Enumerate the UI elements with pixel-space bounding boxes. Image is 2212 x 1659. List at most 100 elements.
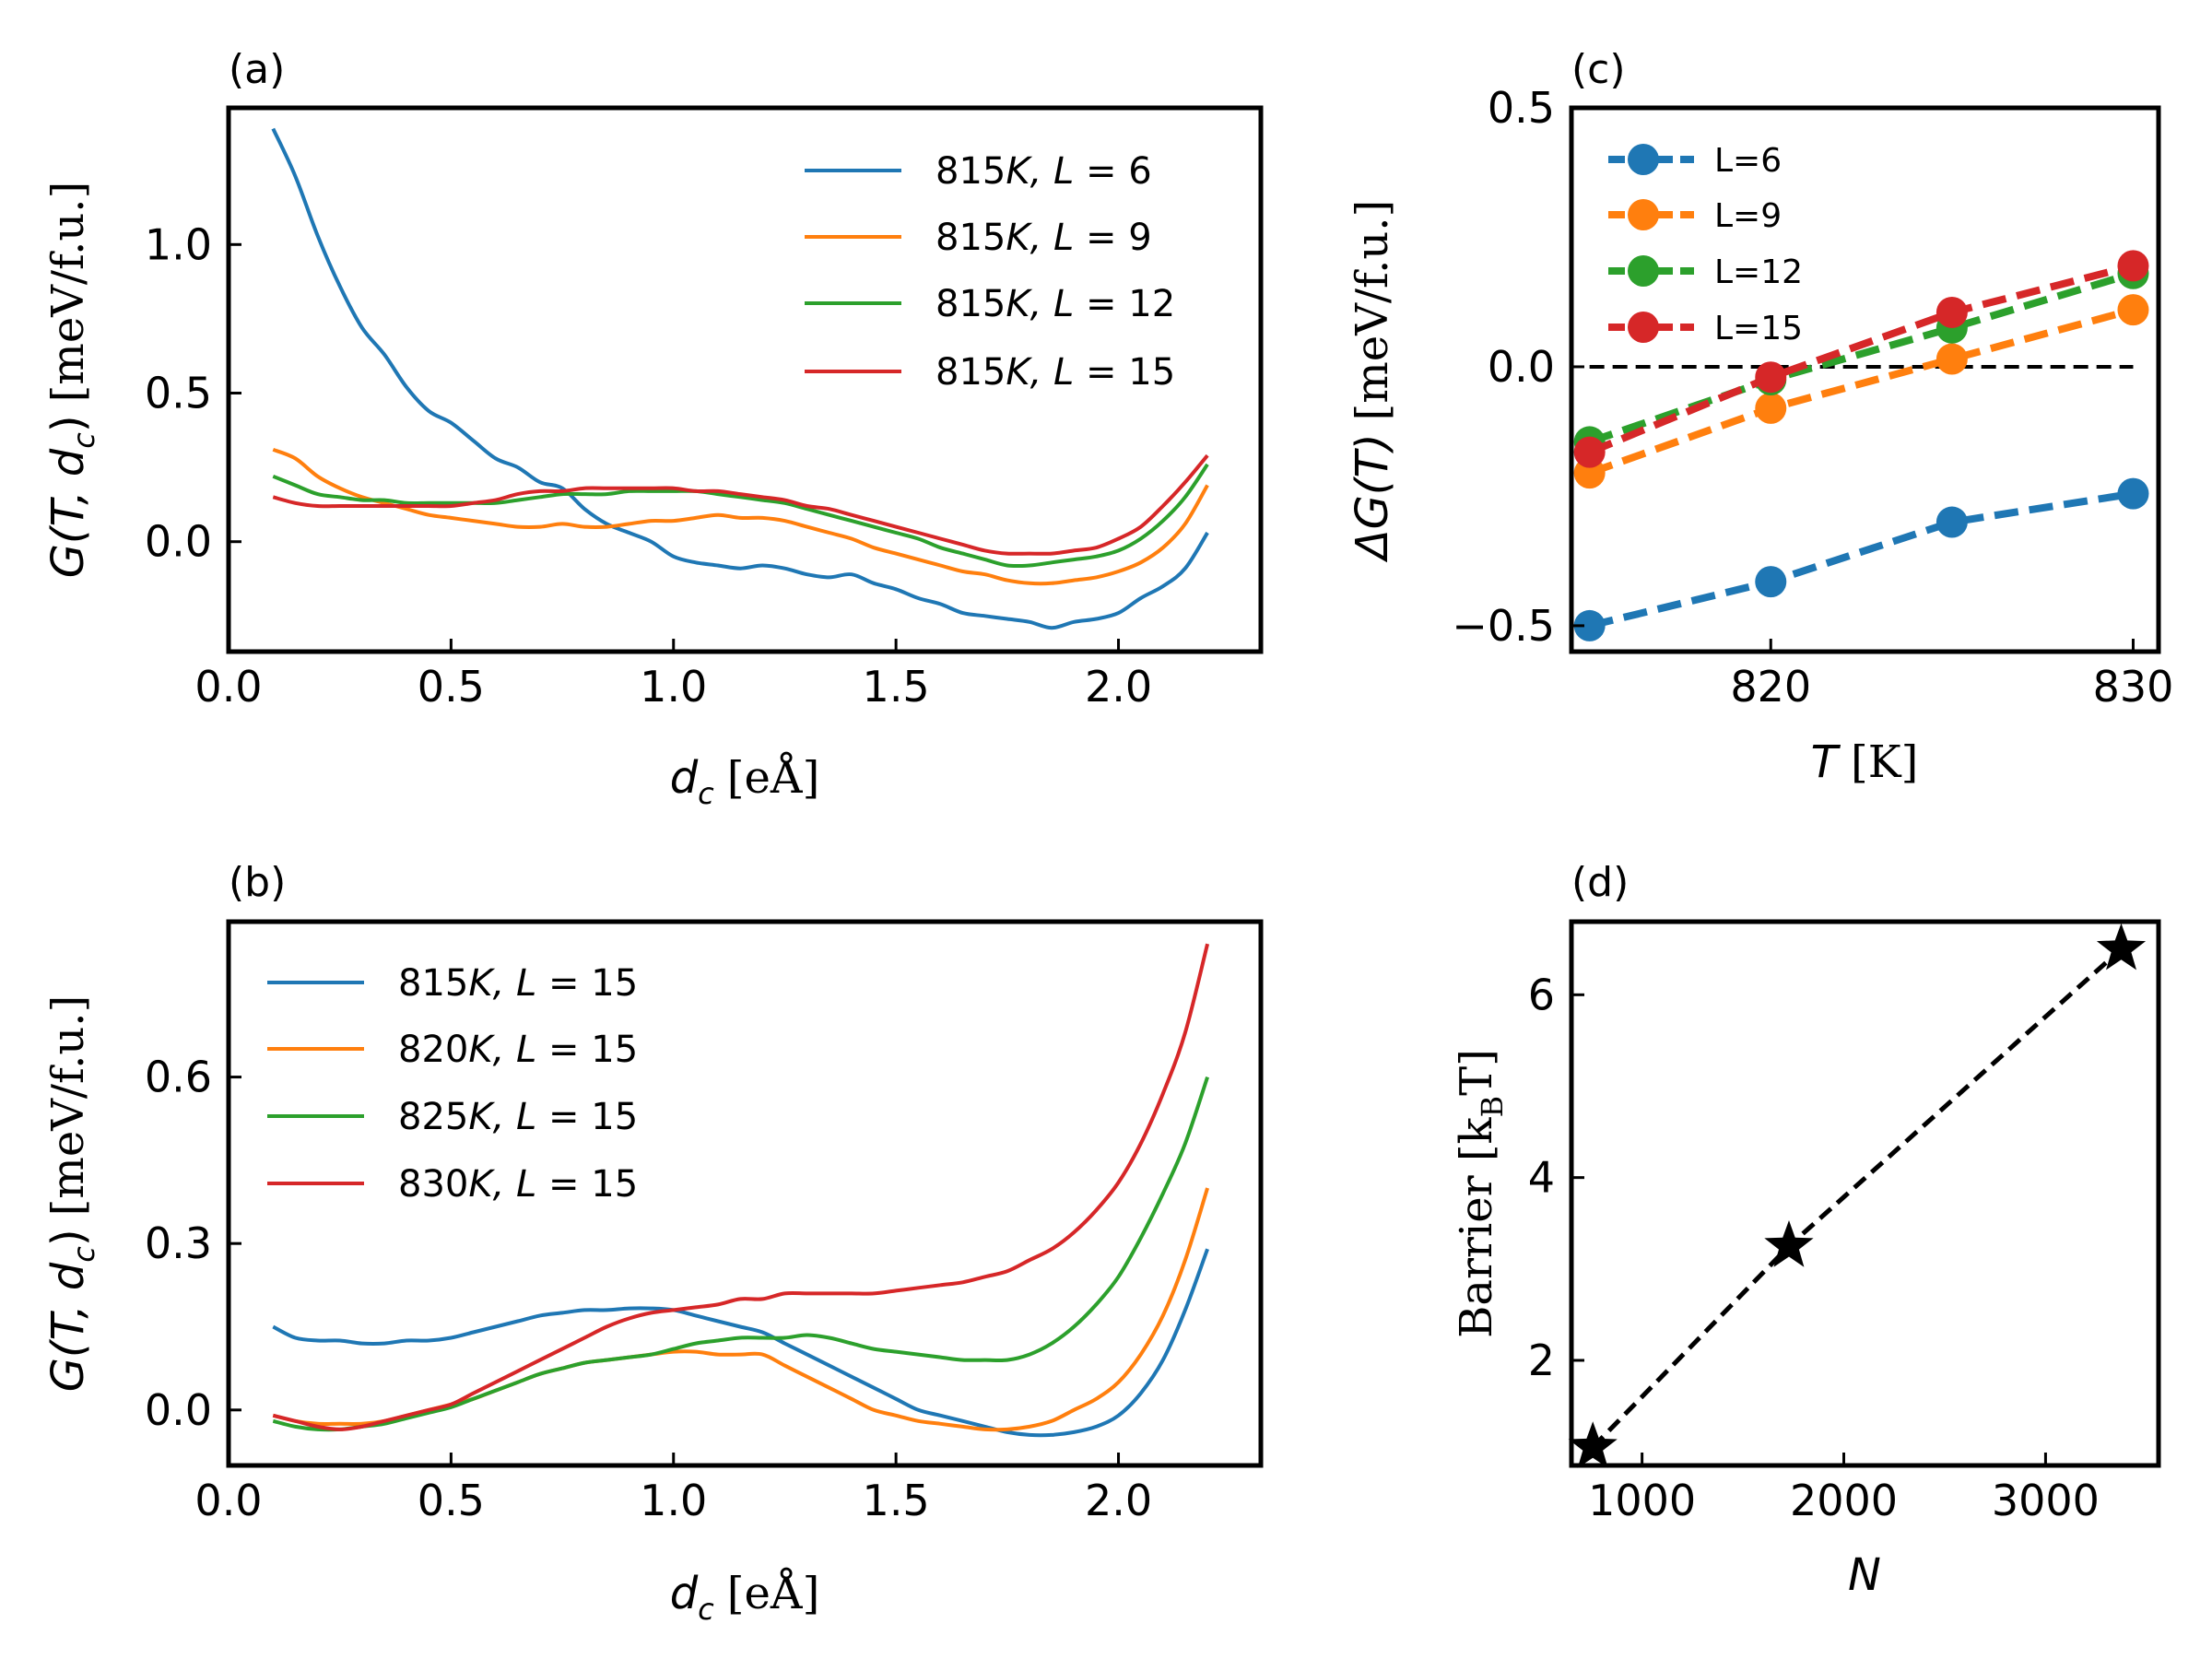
panel-c-legend-marker-4 [1628,312,1659,343]
panel-d-y-axis-prefix: Barrier [k [1451,1116,1502,1337]
panel-b-y-axis-unit: [meV/f.u.] [42,995,94,1217]
panel-c-series [1573,250,2149,641]
panel-c-series-4-point [1936,296,1968,328]
panel-c-series-3-line [1588,269,2135,446]
panel-c-y-tick-label: −0.5 [1452,601,1555,651]
panel-c-series-2-point [1755,392,1787,424]
panel-d-y-axis-subscript: B [1475,1096,1510,1118]
panel-c-x-tick-label: 820 [1730,662,1811,712]
panel-b-x-axis-unit: [eÅ] [727,1567,820,1619]
panel-d-x-tick-label: 2000 [1790,1476,1898,1525]
panel-a-y-axis-label: G(T, dc) [meV/f.u.] [42,182,101,579]
panel-a-legend-text-3: 815K, L = 12 [935,283,1175,325]
panel-a-x-tick-label: 1.5 [863,662,930,712]
panel-a-series-2-line [272,447,1209,586]
panel-c-series-2-point [1936,343,1968,375]
panel-b-series [272,943,1210,1438]
panel-c-legend-text-2: L=9 [1714,197,1782,235]
panel-c-legend: L=6 L=9 L=12 L=15 [1608,142,1803,347]
panel-b-legend-text-2: 820K, L = 15 [398,1029,638,1071]
panel-c-series-4-point [2117,250,2149,282]
panel-c-series-2-line [1588,306,2135,477]
panel-d-x-tick-label: 3000 [1992,1476,2100,1525]
panel-c-y-tick-label: 0.0 [1488,342,1555,392]
panel-c-legend-marker-2 [1628,199,1659,230]
panel-d-star-marker [1568,1421,1618,1468]
panel-d-frame [1569,919,2161,1468]
panel-d-x-tick-label: 1000 [1588,1476,1696,1525]
panel-a-x-tick-label: 0.5 [418,662,485,712]
panel-d-y-axis-label: Barrier [kBT] [1451,1049,1510,1338]
panel-b-label: (b) [229,859,286,906]
panel-c-legend-text-3: L=12 [1714,253,1803,291]
panel-b-y-axis-suffix: ) [42,1229,94,1246]
panel-d-barrier-line [1591,947,2124,1449]
panel-c-series-4-point [1573,436,1606,468]
panel-c-series-2-point [2117,294,2149,326]
panel-a-x-tick-label: 1.0 [640,662,707,712]
panel-a-legend: 815K, L = 6 815K, L = 9 815K, L = 12 815… [805,150,1175,394]
panel-b-legend-text-1: 815K, L = 15 [398,962,638,1005]
panel-a-series-4-line [272,453,1209,556]
panel-b-x-ticks: 0.0 0.5 1.0 1.5 2.0 [194,1453,1152,1525]
panel-a-y-axis-prefix: G(T, d [42,448,94,578]
panel-b-y-tick-label: 0.6 [145,1053,212,1102]
panel-d-x-ticks: 1000 2000 3000 [1588,1453,2100,1525]
panel-b-y-tick-label: 0.3 [145,1218,212,1268]
panel-b-y-ticks: 0.0 0.3 0.6 [145,1053,241,1435]
panel-a-frame [226,105,1264,654]
panel-c: (c) 820 830 −0.5 0.0 0.5 T [K] ΔG(T) [meV/f.u… [1347,46,2173,788]
panel-d-series [1568,923,2147,1468]
panel-c-series-1-point [1573,609,1606,641]
panel-d-label: (d) [1571,859,1629,906]
panel-a-legend-text-1: 815K, L = 6 [935,150,1152,193]
panel-a: (a) 0.0 0.5 1.0 1.5 2.0 0.00.51.0 dc [eÅ] G(T… [42,46,1264,811]
panel-c-series-1-line [1588,489,2135,629]
panel-a-legend-text-2: 815K, L = 9 [935,217,1152,259]
panel-c-series-4-point [1755,361,1787,394]
panel-a-y-axis-subscript: c [66,432,101,449]
panel-a-y-tick-label: 0.5 [145,369,212,418]
panel-b-x-axis-subscript: c [698,1592,714,1627]
panel-b-legend-text-3: 825K, L = 15 [398,1096,638,1138]
panel-a-series-1-line [271,127,1209,630]
panel-b-series-4-line [272,943,1210,1431]
panel-b-series-1-line [272,1248,1209,1438]
panel-d: (d) 1000 2000 3000 2 4 6 N Barrier [kBT] [1451,859,2161,1601]
panel-a-series-3-line [272,463,1209,569]
panel-a-x-ticks: 0.0 0.5 1.0 1.5 2.0 [194,639,1152,712]
panel-c-y-tick-label: 0.5 [1488,83,1555,133]
panel-a-x-axis-symbol: d [670,752,699,804]
panel-c-x-axis-unit: [K] [1851,736,1918,788]
panel-a-y-axis-unit: [meV/f.u.] [42,182,94,403]
panel-a-x-tick-label: 0.0 [194,662,262,712]
panel-b-legend-text-4: 830K, L = 15 [398,1163,638,1206]
panel-b-x-tick-label: 1.5 [863,1476,930,1525]
panel-b-x-tick-label: 2.0 [1085,1476,1152,1525]
panel-b-y-axis-label: G(T, dc) [meV/f.u.] [42,995,101,1393]
panel-b-x-tick-label: 0.0 [194,1476,262,1525]
panel-b-series-3-line [272,1076,1209,1432]
panel-c-series-1-point [1936,506,1968,538]
panel-a-x-axis-subscript: c [698,776,714,811]
panel-a-y-tick-label: 1.0 [145,219,212,269]
panel-b-y-axis-prefix: G(T, d [42,1262,94,1392]
panel-b-legend: 815K, L = 15 820K, L = 15 825K, L = 15 8… [267,962,638,1206]
panel-c-x-axis-label: T [K] [1811,736,1919,788]
panel-a-x-tick-label: 2.0 [1085,662,1152,712]
panel-a-x-axis-label: dc [eÅ] [670,751,820,811]
panel-a-x-axis-unit: [eÅ] [727,751,820,804]
panel-d-y-axis-suffix: T] [1451,1049,1502,1096]
panel-c-series-4-line [1588,262,2135,456]
panel-d-y-ticks: 2 4 6 [1528,970,1584,1385]
panel-b-x-axis-label: dc [eÅ] [670,1567,820,1627]
panel-c-x-tick-label: 830 [2093,662,2174,712]
panel-c-legend-marker-1 [1628,144,1659,175]
panel-a-series [271,127,1209,630]
panel-d-star-marker [1764,1220,1814,1267]
panel-c-frame [1569,105,2161,654]
panel-c-series-1-point [1755,566,1787,598]
panel-a-label: (a) [229,46,285,93]
panel-d-y-tick-label: 4 [1528,1153,1555,1203]
